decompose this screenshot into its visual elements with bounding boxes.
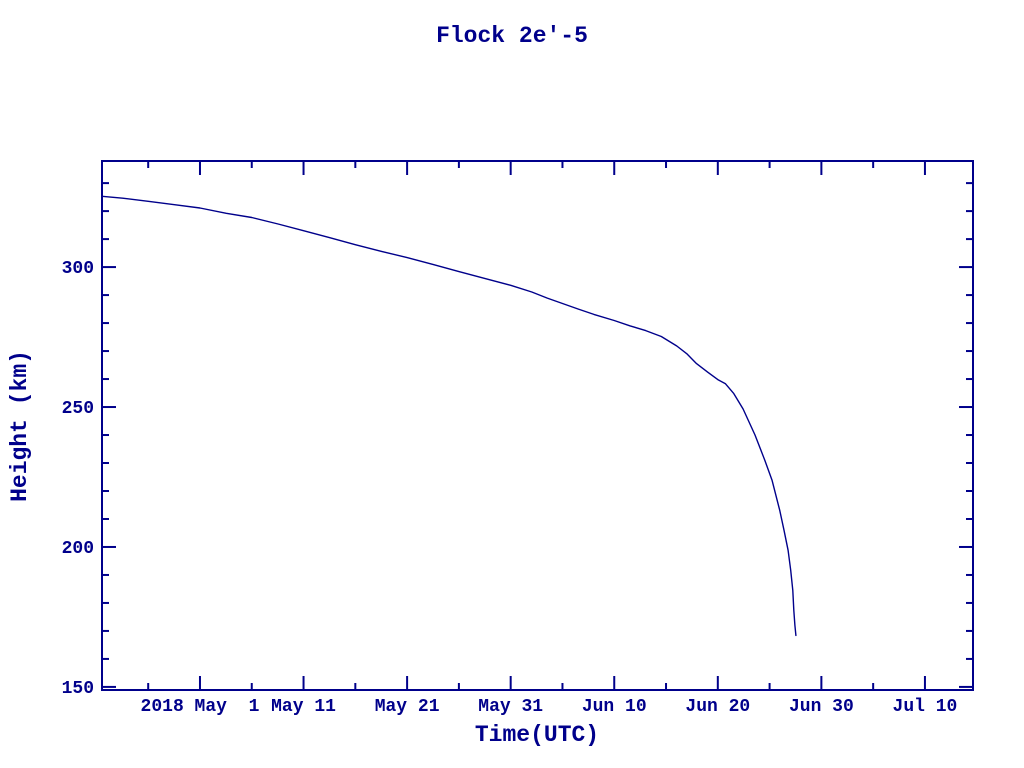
plot-frame <box>101 160 974 691</box>
x-tick-label: May 21 <box>375 697 440 717</box>
y-tick-label: 200 <box>62 539 94 559</box>
x-tick-label: 2018 May 1 <box>141 697 260 717</box>
x-tick-label: Jun 10 <box>582 697 647 717</box>
y-tick-label: 150 <box>62 679 94 699</box>
decay-curve <box>101 195 797 637</box>
x-tick-label: Jun 20 <box>685 697 750 717</box>
x-tick-label: May 31 <box>478 697 543 717</box>
y-axis-title: Height (km) <box>7 350 33 502</box>
x-tick-label: Jun 30 <box>789 697 854 717</box>
x-tick-label: May 11 <box>271 697 336 717</box>
plot-layer: 2018 May 1 May 11 May 21 May 31 Jun 10 Jun 20… <box>62 160 974 717</box>
y-tick-label: 300 <box>62 259 94 279</box>
chart-title: Flock 2e'-5 <box>436 23 588 49</box>
y-tick-label: 250 <box>62 399 94 419</box>
x-tick-label: Jul 10 <box>893 697 958 717</box>
x-axis-title: Time(UTC) <box>475 722 599 748</box>
